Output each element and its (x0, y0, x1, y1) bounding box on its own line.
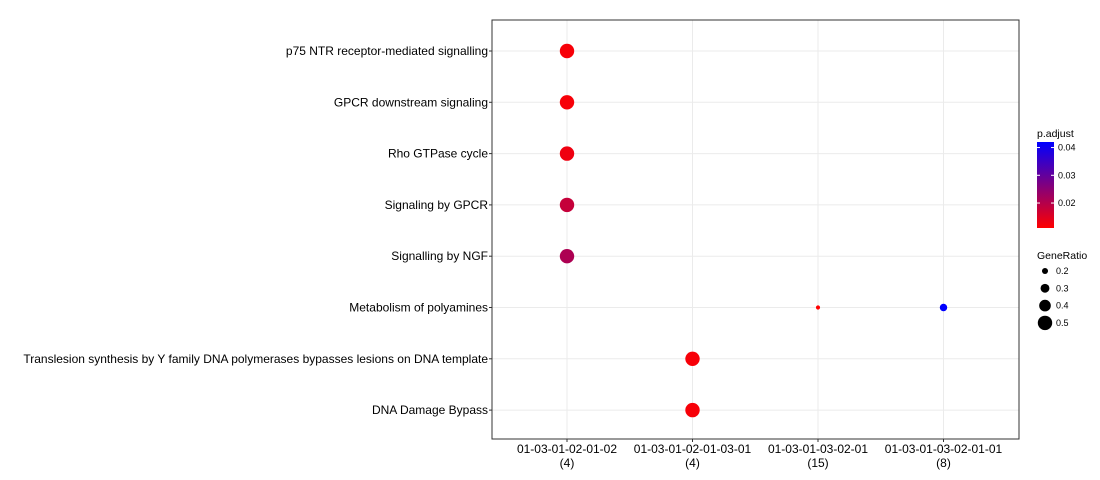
size-legend-label: 0.5 (1056, 318, 1069, 328)
x-tick-label: 01-03-01-03-02-01 (768, 442, 868, 456)
x-axis: 01-03-01-02-01-02(4)01-03-01-02-01-03-01… (517, 439, 1003, 470)
size-legend-key (1040, 283, 1050, 293)
size-legend-key (1039, 299, 1051, 312)
x-tick-count: (4) (560, 456, 575, 470)
data-point (559, 249, 575, 264)
plot-panel-border (491, 19, 1020, 440)
size-legend-label: 0.3 (1056, 283, 1069, 293)
colorbar-tick-label: 0.03 (1058, 170, 1076, 180)
p-adjust-legend: p.adjust 0.02 0.03 0.04 (1037, 128, 1076, 228)
data-point (559, 43, 575, 59)
x-tick-count: (15) (807, 456, 828, 470)
colorbar-tick-label: 0.02 (1058, 198, 1076, 208)
data-point (559, 95, 575, 110)
y-axis: p75 NTR receptor-mediated signalling GPCR… (23, 44, 492, 417)
gene-ratio-legend: GeneRatio 0.2 0.3 0.4 0.5 (1037, 250, 1087, 331)
p-adjust-colorbar (1037, 142, 1054, 228)
y-tick-label: Metabolism of polyamines (349, 301, 488, 315)
p-adjust-legend-title: p.adjust (1037, 128, 1074, 140)
y-tick-label: GPCR downstream signaling (334, 95, 488, 109)
x-tick-label: 01-03-01-02-01-02 (517, 442, 617, 456)
size-legend-label: 0.2 (1056, 266, 1069, 276)
data-point (559, 197, 575, 213)
x-tick-count: (4) (685, 456, 700, 470)
data-point (685, 402, 700, 418)
y-tick-label: Signalling by NGF (391, 249, 488, 263)
x-tick-label: 01-03-01-03-02-01-01 (885, 442, 1003, 456)
y-tick-label: Translesion synthesis by Y family DNA po… (23, 352, 488, 366)
y-tick-label: p75 NTR receptor-mediated signalling (286, 44, 488, 58)
size-legend-key (1041, 267, 1049, 275)
y-tick-label: Rho GTPase cycle (388, 147, 488, 161)
size-legend-label: 0.4 (1056, 301, 1069, 311)
grid-lines (492, 20, 1019, 439)
data-point (559, 146, 575, 161)
x-tick-label: 01-03-01-02-01-03-01 (634, 442, 752, 456)
data-points (559, 43, 948, 418)
y-tick-label: DNA Damage Bypass (372, 403, 488, 417)
gene-ratio-legend-title: GeneRatio (1037, 250, 1087, 262)
y-tick-label: Signaling by GPCR (385, 198, 489, 212)
size-legend-key (1037, 315, 1053, 331)
colorbar-tick-label: 0.04 (1058, 143, 1076, 153)
x-tick-count: (8) (936, 456, 951, 470)
data-point (685, 351, 700, 366)
data-point (815, 305, 821, 310)
data-point (939, 303, 948, 312)
